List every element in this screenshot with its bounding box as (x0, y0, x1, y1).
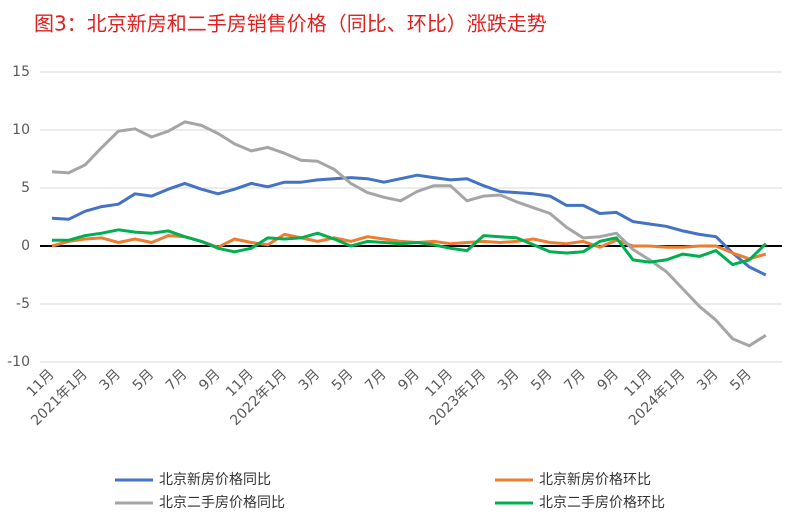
x-tick-label: 5月 (130, 366, 158, 394)
y-tick-label: -10 (7, 354, 30, 370)
x-tick-label: 7月 (362, 366, 390, 394)
x-tick-label: 5月 (727, 366, 755, 394)
legend-label: 北京二手房价格同比 (159, 495, 285, 511)
x-tick-label: 7月 (561, 366, 589, 394)
x-tick-label: 3月 (97, 366, 125, 394)
y-tick-label: 5 (21, 180, 30, 196)
x-tick-label: 3月 (296, 366, 324, 394)
x-tick-label: 9月 (395, 366, 423, 394)
y-tick-label: -5 (16, 296, 30, 312)
x-tick-label: 7月 (163, 366, 191, 394)
chart-title: 图3：北京新房和二手房销售价格（同比、环比）涨跌走势 (34, 12, 547, 36)
y-tick-label: 0 (21, 238, 30, 254)
legend-label: 北京新房价格环比 (539, 472, 651, 488)
legend-label: 北京新房价格同比 (159, 472, 271, 488)
series-line (51, 173, 767, 277)
x-tick-label: 9月 (595, 366, 623, 394)
x-tick-label: 3月 (495, 366, 523, 394)
x-tick-label: 9月 (196, 366, 224, 394)
legend-label: 北京二手房价格环比 (539, 495, 665, 511)
x-tick-label: 3月 (694, 366, 722, 394)
series-line (52, 228, 767, 267)
y-tick-label: 15 (12, 64, 30, 80)
x-tick-label: 5月 (528, 366, 556, 394)
x-tick-label: 5月 (329, 366, 357, 394)
y-tick-label: 10 (12, 122, 30, 138)
series-line (51, 120, 767, 348)
